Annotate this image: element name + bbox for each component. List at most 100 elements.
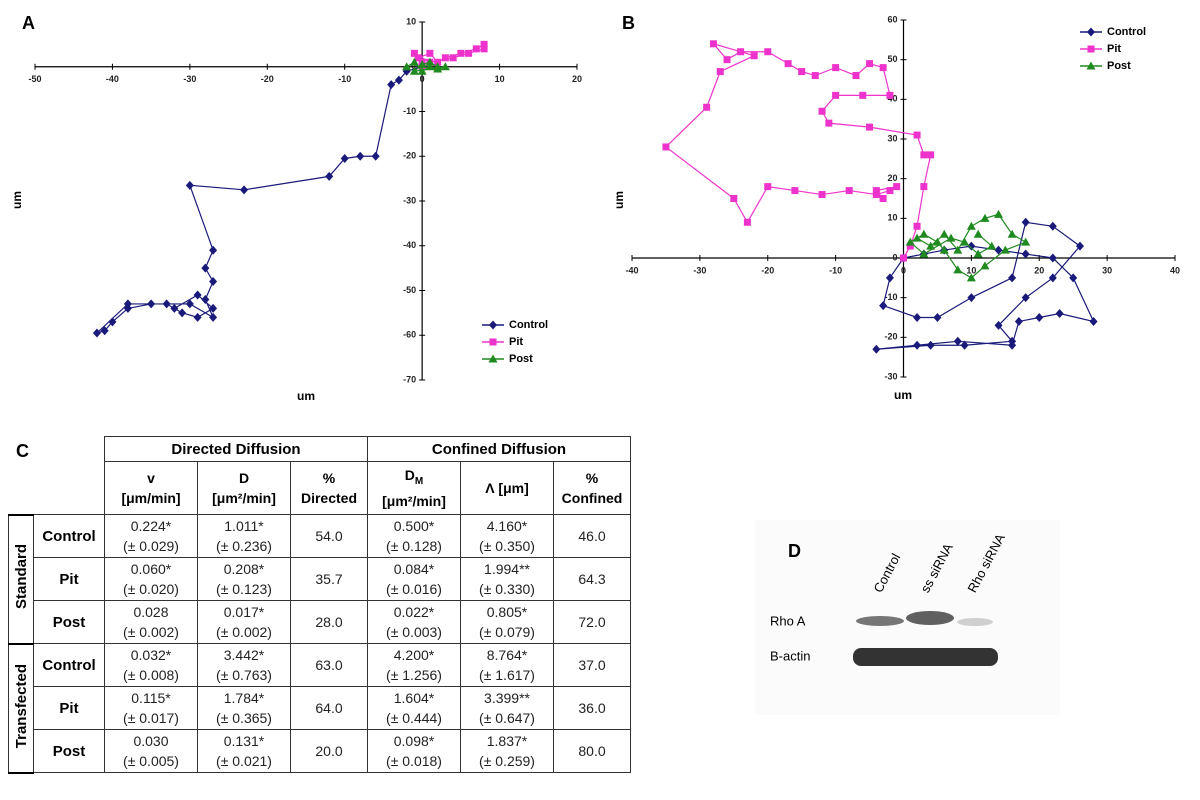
marker <box>489 338 497 346</box>
row-label: Rho A <box>770 613 806 628</box>
marker <box>953 245 963 254</box>
value-cell: 28.0 <box>290 600 368 644</box>
marker <box>1087 27 1095 37</box>
y-tick-label: -60 <box>403 330 416 340</box>
error: (± 0.008) <box>123 667 179 683</box>
y-tick-label: 60 <box>887 14 897 24</box>
y-tick-label: -70 <box>403 374 416 384</box>
marker <box>1007 229 1017 238</box>
legend-label: Post <box>1107 60 1131 72</box>
value-cell: 37.0 <box>553 643 631 687</box>
marker <box>932 237 942 246</box>
y-tick-label: -20 <box>403 151 416 161</box>
marker <box>709 40 717 48</box>
x-tick-label: 20 <box>1034 265 1044 275</box>
marker <box>730 195 738 202</box>
marker <box>852 72 860 80</box>
header-symbol: v <box>147 470 155 486</box>
value: 8.764* <box>486 647 528 663</box>
marker <box>879 301 888 311</box>
marker <box>825 119 833 127</box>
error: (± 0.647) <box>479 710 535 726</box>
marker <box>818 107 826 115</box>
value-cell: 0.084* (± 0.016) <box>367 557 461 601</box>
marker <box>966 221 976 230</box>
marker <box>371 151 380 161</box>
section-text: Standard <box>12 544 30 610</box>
marker <box>201 294 210 304</box>
error: (± 0.029) <box>123 538 179 554</box>
value-cell: 35.7 <box>290 557 368 601</box>
error: (± 1.256) <box>386 667 442 683</box>
value: 0.224* <box>130 518 172 534</box>
value-cell: 1.837* (± 0.259) <box>460 729 554 773</box>
column-header: DM [μm²/min] <box>367 461 461 515</box>
value: 80.0 <box>578 743 606 759</box>
marker <box>886 91 894 99</box>
marker <box>811 72 819 80</box>
marker <box>859 91 867 99</box>
value-cell: 4.200* (± 1.256) <box>367 643 461 687</box>
x-axis-label: um <box>297 389 315 403</box>
marker <box>1048 273 1057 283</box>
header-unit: Confined <box>561 490 623 506</box>
marker <box>425 62 435 71</box>
marker <box>764 48 772 56</box>
marker <box>818 191 826 199</box>
marker <box>340 153 349 163</box>
marker <box>425 57 435 66</box>
marker <box>426 49 434 57</box>
marker <box>994 320 1003 330</box>
marker <box>325 171 334 181</box>
marker <box>994 209 1004 218</box>
marker <box>946 233 956 242</box>
trajectory <box>406 61 446 73</box>
data-table: Directed Diffusion Confined Diffusion v [μm… <box>8 436 631 774</box>
marker <box>939 245 949 254</box>
value-cell: 20.0 <box>290 729 368 773</box>
marker <box>201 263 210 273</box>
error: (± 0.079) <box>479 624 535 640</box>
marker <box>209 277 218 287</box>
y-tick-label: -10 <box>884 292 897 302</box>
marker <box>832 91 840 99</box>
marker <box>480 40 488 48</box>
marker <box>967 241 976 251</box>
y-axis-label: um <box>10 191 24 209</box>
marker <box>417 60 427 69</box>
group-header: Directed Diffusion <box>104 436 368 462</box>
x-tick-label: -40 <box>625 265 638 275</box>
marker <box>960 237 970 246</box>
error: (± 0.123) <box>216 581 272 597</box>
value: 0.022* <box>393 604 435 620</box>
marker <box>92 328 101 338</box>
marker <box>410 49 418 57</box>
marker <box>162 299 171 309</box>
y-tick-label: 10 <box>887 213 897 223</box>
x-tick-label: -20 <box>261 74 274 84</box>
marker <box>906 242 914 250</box>
error: (± 0.444) <box>386 710 442 726</box>
section-label: Standard <box>8 513 34 645</box>
value-cell: 54.0 <box>290 514 368 558</box>
x-tick-label: 10 <box>966 265 976 275</box>
marker <box>994 245 1003 255</box>
marker <box>926 241 936 250</box>
group-header: Confined Diffusion <box>367 436 631 462</box>
row-label: Control <box>33 514 105 558</box>
marker <box>1021 217 1030 227</box>
marker <box>387 80 396 90</box>
marker <box>743 218 751 226</box>
value: 3.399** <box>484 690 530 706</box>
band <box>957 618 993 626</box>
error: (± 0.017) <box>123 710 179 726</box>
row-label: Control <box>33 643 105 687</box>
legend-label: Control <box>1107 26 1146 38</box>
header-row: Directed Diffusion Confined Diffusion <box>9 436 631 462</box>
header-unit: [μm²/min] <box>382 493 446 510</box>
marker <box>108 317 117 327</box>
marker <box>905 237 915 246</box>
error: (± 0.365) <box>216 710 272 726</box>
header-line: DM <box>370 465 458 492</box>
